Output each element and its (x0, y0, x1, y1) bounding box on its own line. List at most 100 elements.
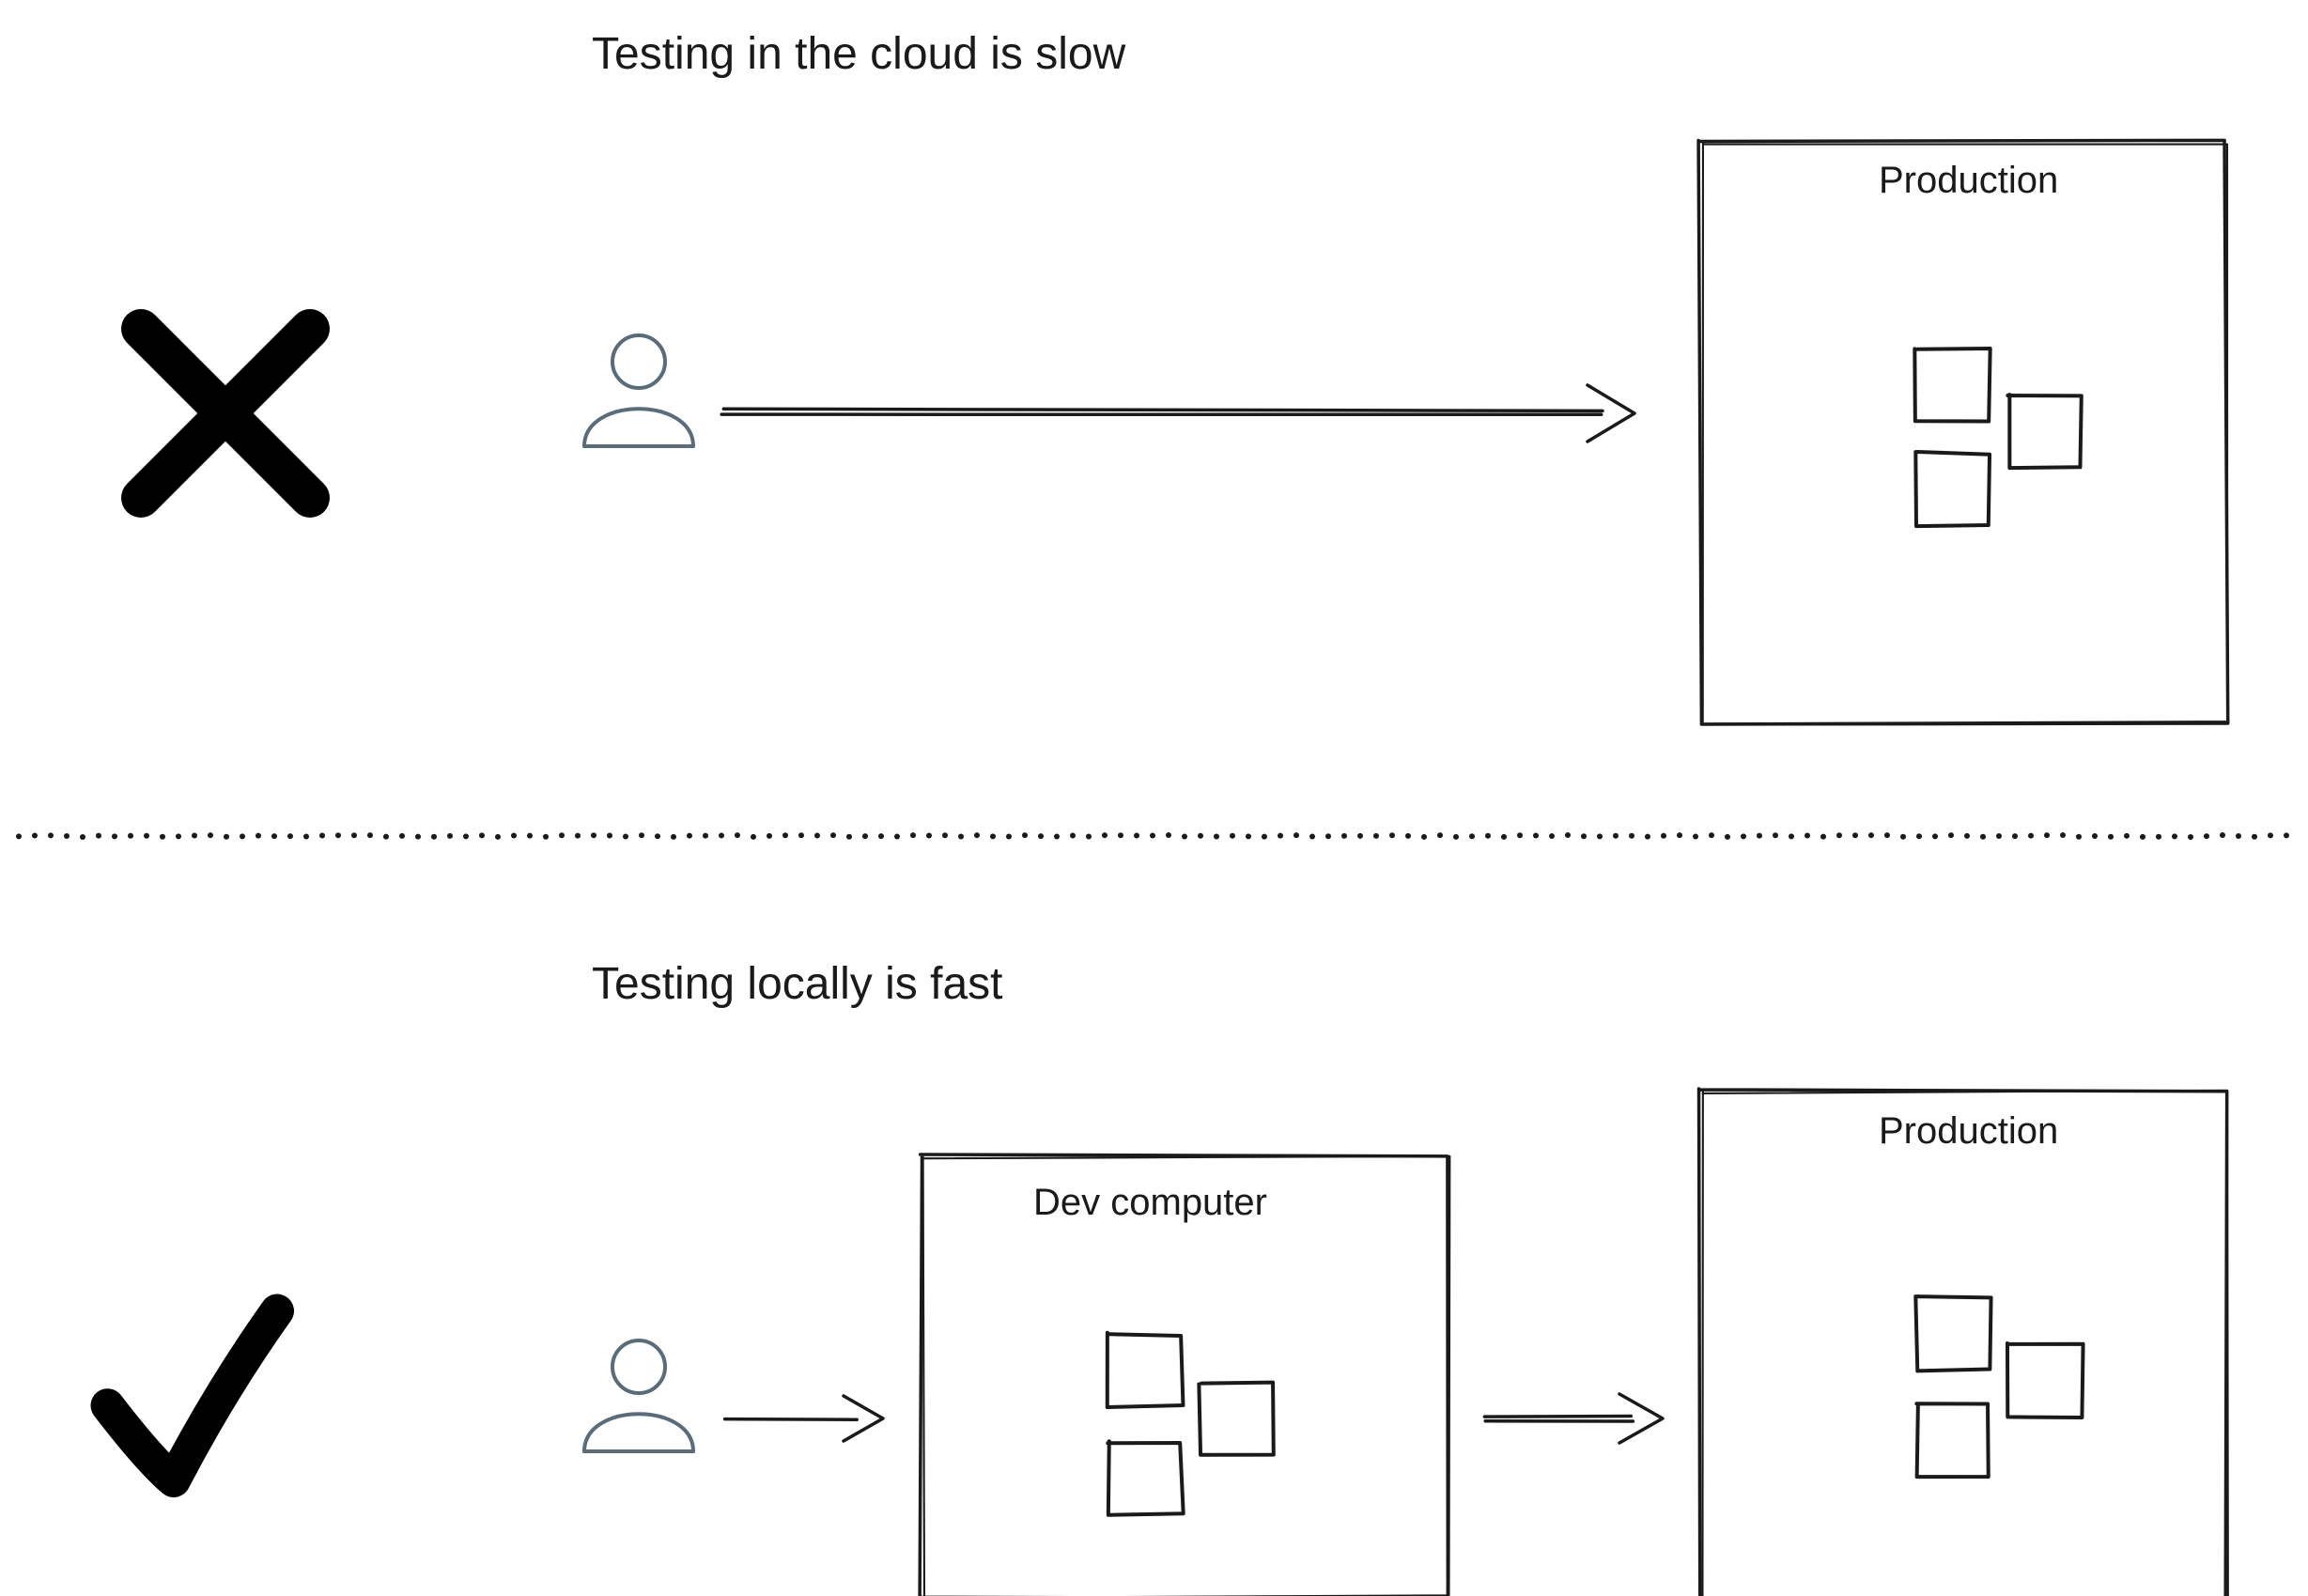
divider-dot (1613, 833, 1619, 839)
divider-dot (1341, 833, 1347, 839)
divider-dot (559, 832, 565, 838)
divider-dot (942, 832, 948, 838)
dev-box-2 (923, 1156, 1450, 1596)
divider-dot (671, 834, 676, 840)
divider-dot (575, 833, 581, 839)
inner-square (1916, 1403, 1988, 1477)
divider-dot (1293, 832, 1299, 838)
divider-dot (144, 833, 149, 839)
divider-dot (383, 834, 389, 840)
divider-dot (1884, 832, 1890, 838)
divider-dot (703, 833, 708, 839)
divider-dot (224, 834, 229, 840)
divider-dot (1022, 832, 1028, 838)
divider-dot (303, 834, 309, 840)
divider-dot (2220, 832, 2225, 838)
inner-square (1914, 349, 1990, 421)
top-prod-box-2 (1703, 143, 2227, 723)
divider-dot (1549, 833, 1555, 839)
divider-dot (1134, 832, 1139, 838)
divider-dot (2108, 834, 2114, 840)
divider-dot (176, 833, 181, 839)
divider-dot (2188, 834, 2193, 840)
divider-dot (623, 833, 628, 839)
divider-dot (830, 832, 836, 838)
divider-dot (128, 833, 133, 839)
divider-dot (782, 832, 788, 838)
divider-dot (208, 832, 213, 838)
divider-dot (1868, 832, 1874, 838)
divider-dot (335, 832, 341, 838)
divider-dot (2156, 834, 2161, 840)
divider-dot (112, 833, 117, 839)
divider-dot (64, 833, 70, 839)
divider-dot (160, 834, 165, 840)
inner-square (2007, 395, 2081, 468)
divider-dot (958, 833, 964, 839)
divider-dot (1198, 833, 1203, 839)
divider-dot (399, 833, 405, 839)
inner-square (1108, 1441, 1183, 1514)
divider-dot (2028, 833, 2034, 839)
divider-dot (256, 833, 261, 839)
divider-dot (1437, 832, 1443, 838)
divider-dot (719, 832, 724, 838)
divider-dot (1389, 832, 1395, 838)
divider-dot (1789, 833, 1794, 839)
divider-dot (1118, 832, 1123, 838)
divider-dot (751, 834, 756, 840)
divider-dot (80, 834, 85, 840)
divider-dot (990, 833, 996, 839)
bottom-prod-box-2 (1702, 1091, 2228, 1596)
divider-dot (2236, 833, 2241, 839)
divider-dot (1645, 834, 1650, 840)
divider-dot (894, 833, 900, 839)
divider-dot (798, 832, 804, 838)
bottom-person-icon-body (584, 1414, 693, 1451)
top-prod-box (1698, 140, 2228, 724)
divider-dot (1565, 832, 1571, 838)
divider-dot (495, 834, 501, 840)
divider-dot (463, 833, 469, 839)
divider-dot (2044, 832, 2050, 838)
divider-dot (511, 832, 517, 838)
divider-dot (1070, 832, 1076, 838)
divider-dot (639, 832, 644, 838)
divider-dot (1453, 834, 1459, 840)
divider-dot (1006, 833, 1012, 839)
divider-dot (1677, 832, 1682, 838)
divider-dot (2140, 834, 2145, 840)
divider-dot (32, 833, 38, 839)
divider-dot (1980, 834, 1986, 840)
divider-dot (2060, 832, 2066, 838)
bottom-arrow-2-shaft (1484, 1416, 1631, 1417)
bottom-person-icon-head (612, 1340, 665, 1393)
bottom-prod-box (1699, 1089, 2227, 1596)
divider-dot (1054, 834, 1060, 840)
divider-dot (767, 833, 772, 839)
divider-dot (415, 834, 421, 840)
divider-dot (1214, 834, 1219, 840)
divider-dot (2284, 832, 2289, 838)
diagram-canvas: Testing in the cloud is slow Testing loc… (0, 0, 2308, 1596)
divider-dot (2076, 834, 2082, 840)
divider-dot (1038, 833, 1044, 839)
divider-dot (1948, 832, 1954, 838)
divider-dot (1757, 833, 1762, 839)
divider-dot (687, 833, 692, 839)
divider-dot (1469, 833, 1475, 839)
divider-dot (1741, 833, 1746, 839)
divider-dot (192, 832, 197, 838)
divider-dot (2092, 833, 2098, 839)
divider-dot (479, 832, 485, 838)
divider-dot (240, 833, 245, 839)
divider-dot (1150, 833, 1155, 839)
divider-dot (1325, 833, 1331, 839)
divider-dot (1262, 834, 1267, 840)
divider-dot (527, 833, 533, 839)
divider-dot (1725, 834, 1730, 840)
divider-dot (878, 833, 884, 839)
divider-dot (351, 832, 357, 838)
divider-dot (1278, 833, 1283, 839)
divider-dot (1501, 834, 1507, 840)
